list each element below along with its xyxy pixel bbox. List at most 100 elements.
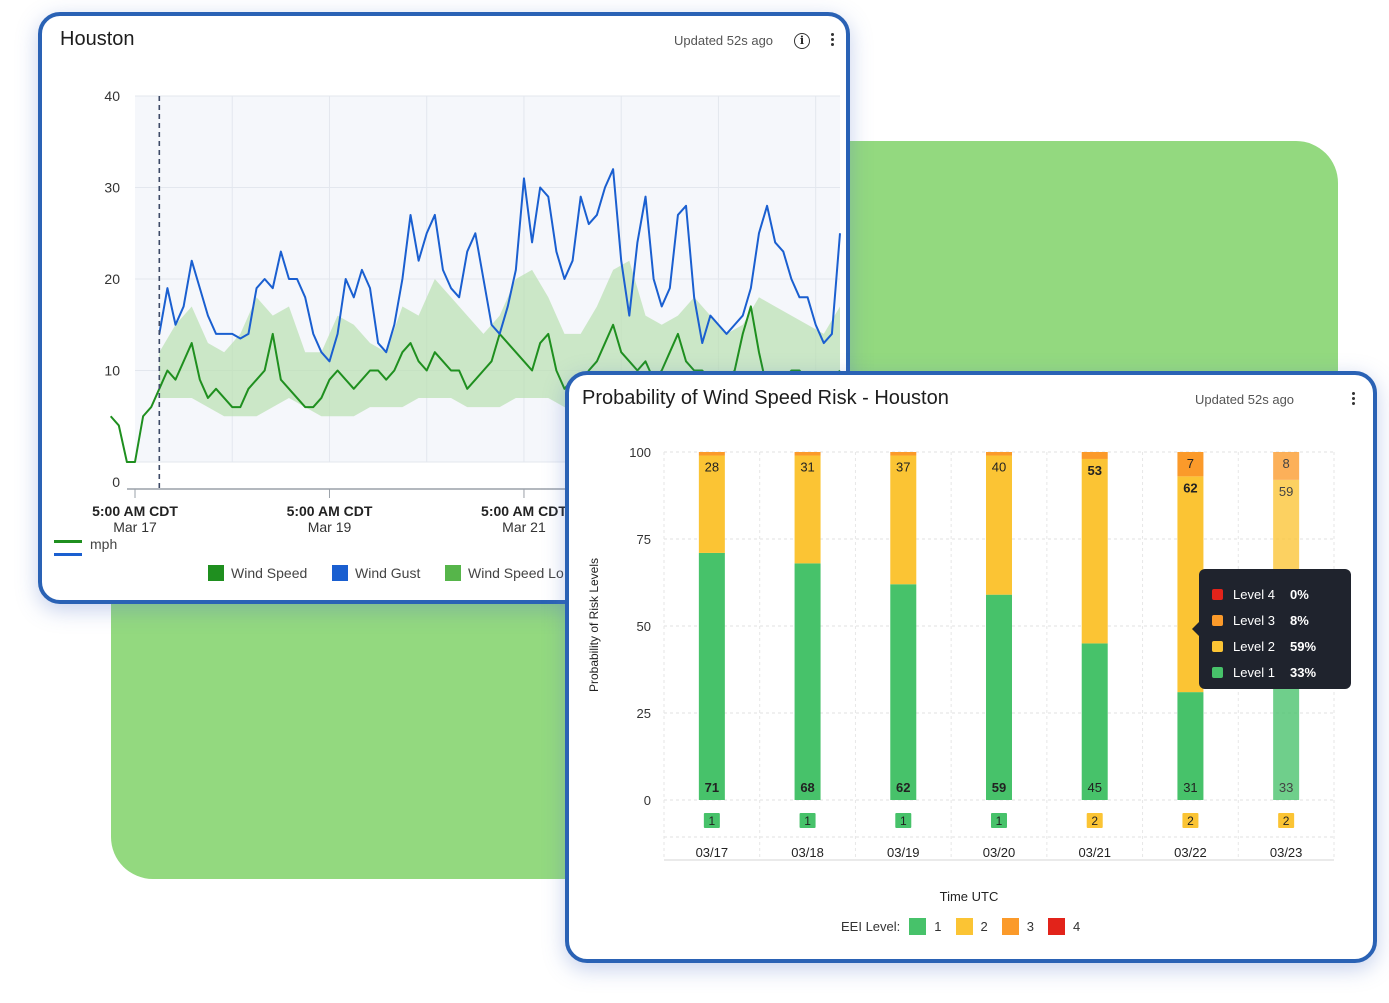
bar-tooltip: Level 4 0% Level 3 8% Level 2 59% Level … [1192,569,1351,689]
x-tick-time: 5:00 AM CDT [481,503,567,519]
eei-legend: EEI Level: 1 2 3 4 [841,918,1094,935]
unit-label: mph [90,536,118,552]
legend-title: EEI Level: [841,919,901,934]
legend-swatch [1001,918,1019,935]
eei-level-badge-label: 1 [709,814,716,828]
legend-wind-speed[interactable]: Wind Speed [208,565,307,581]
tooltip-value: 0% [1290,586,1309,602]
kebab-menu-icon[interactable] [825,31,839,49]
y-tick-label: 0 [112,474,120,490]
eei-level-badge-label: 2 [1187,814,1194,828]
legend-swatch [445,565,461,581]
bar-data-label: 33 [1279,780,1293,795]
legend-level-2[interactable]: 2 [955,918,988,935]
bar-level-1 [698,552,725,800]
unit-swatch-gust [54,553,82,556]
info-icon[interactable]: i [794,33,810,49]
tooltip-swatch [1212,588,1223,600]
x-tick-label: 03/19 [887,845,920,860]
bar-level-2 [1081,458,1108,644]
x-tick-label: 03/20 [983,845,1016,860]
legend-swatch [955,918,973,935]
axes: Time UTC Probability of Risk Levels [587,558,998,904]
series-wind-gust [158,168,841,363]
eei-level-badge [1086,813,1103,828]
y-tick-label: 40 [104,88,120,104]
legend-label: 2 [980,919,988,934]
bar-level-3 [1081,452,1108,459]
y-tick-label: 75 [637,532,651,547]
eei-level-badge-label: 1 [996,814,1003,828]
updated-timestamp: Updated 52s ago [674,33,774,48]
tooltip-row-level2: Level 2 59% [1212,633,1351,659]
y-tick-label: 10 [104,363,120,379]
bar-data-label: 7 [1187,456,1194,471]
legend-level-1[interactable]: 1 [909,918,942,935]
bar-level-3 [1177,452,1204,477]
x-tick-time: 5:00 AM CDT [287,503,373,519]
wind-gust-line [158,168,841,363]
eei-level-badge [991,813,1007,828]
legend-label: Wind Gust [355,565,421,581]
tooltip-row-level4: Level 4 0% [1212,581,1351,607]
eei-level-badge-label: 1 [804,814,811,828]
bar-data-label: 62 [896,780,910,795]
legend-wind-gust[interactable]: Wind Gust [332,565,420,581]
bar-data-label: 62 [1183,480,1197,495]
tooltip-label: Level 4 [1233,586,1275,602]
bar-data-label: 37 [896,459,910,474]
legend-label: Wind Speed Lo [468,565,564,581]
y-tick-label: 25 [637,706,651,721]
y-tick-label: 100 [629,445,651,460]
tooltip-swatch [1212,666,1223,678]
y-tick-label: 50 [637,619,651,634]
eei-level-badge [1278,813,1295,828]
x-tick-date: Mar 21 [502,519,546,535]
legend-level-4[interactable]: 4 [1047,918,1081,935]
tooltip-row-level3: Level 3 8% [1212,607,1351,633]
legend-label: 1 [934,919,942,934]
bar-data-label: 40 [992,459,1006,474]
x-tick-date: Mar 17 [113,519,157,535]
bar-data-label: 31 [800,459,814,474]
legend-wind-speed-low[interactable]: Wind Speed Lo [445,565,564,581]
bar-level-1 [794,563,821,800]
y-tick-label: 0 [644,793,651,808]
y-tick-label: 30 [104,180,120,196]
eei-level-badge [799,813,816,828]
eei-level-badge-label: 2 [1283,814,1290,828]
legend-swatch [1047,918,1065,935]
eei-level-badge [895,813,912,828]
bar-level-3 [698,452,725,456]
legend-swatch [332,565,348,581]
updated-timestamp: Updated 52s ago [1195,392,1295,407]
legend-swatch [208,565,224,581]
tooltip-value: 59% [1290,638,1317,654]
x-tick-label: 03/23 [1270,845,1303,860]
bar-level-2 [890,455,917,585]
bar-data-label: 68 [800,780,814,795]
legend-label: 4 [1072,919,1081,934]
bar-data-label: 59 [1279,484,1293,499]
tooltip-row-level1: Level 1 33% [1212,659,1351,685]
bar-level-3 [890,452,917,456]
tooltip-swatch [1212,614,1223,626]
bar-level-3 [794,452,821,456]
unit-swatch-speed [54,540,82,543]
y-tick-label: 20 [104,271,120,287]
bar-level-1 [1081,643,1108,800]
eei-level-badge [1182,813,1199,828]
bar-level-3 [1273,452,1300,480]
bar-data-label: 31 [1183,780,1197,795]
bar-level-1 [890,584,917,800]
bar-level-1 [986,594,1012,800]
legend-level-3[interactable]: 3 [1001,918,1034,935]
tooltip-value: 33% [1290,664,1317,680]
x-tick-label: 03/21 [1078,845,1111,860]
y-axis-title: Probability of Risk Levels [587,558,601,692]
x-tick-date: Mar 19 [308,519,352,535]
tooltip-swatch [1212,640,1223,652]
bar-data-label: 45 [1087,780,1101,795]
bar-level-1 [1273,685,1300,800]
kebab-menu-icon[interactable] [1346,390,1360,408]
